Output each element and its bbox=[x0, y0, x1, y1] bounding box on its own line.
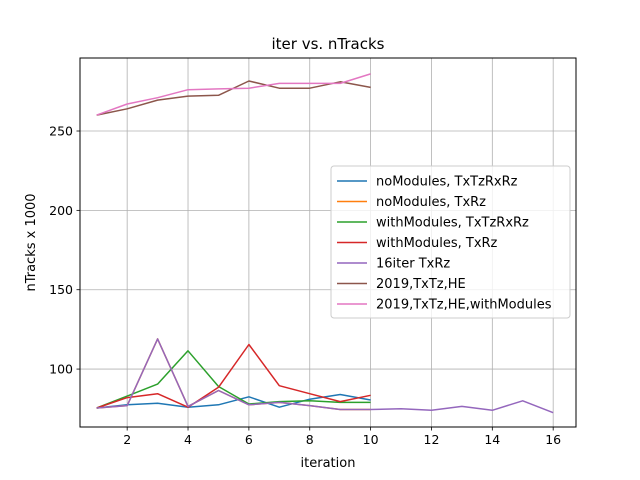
legend-label: noModules, TxRz bbox=[376, 195, 486, 210]
legend-label: noModules, TxTzRxRz bbox=[376, 175, 518, 190]
chart-title: iter vs. nTracks bbox=[271, 35, 384, 53]
x-tick-label: 14 bbox=[484, 432, 500, 447]
series-line-3 bbox=[96, 343, 371, 409]
y-tick-label: 250 bbox=[49, 124, 73, 139]
x-tick-label: 2 bbox=[123, 432, 131, 447]
legend-box bbox=[330, 165, 571, 319]
y-axis-label: nTracks x 1000 bbox=[24, 193, 39, 291]
legend-items: noModules, TxTzRxRz noModules, TxRz withMo… bbox=[337, 175, 552, 313]
y-tick-label: 200 bbox=[49, 203, 73, 218]
plot-series bbox=[96, 73, 554, 414]
x-tick-label: 6 bbox=[245, 432, 253, 447]
axis-ticks: 2 4 6 8 10 12 14 16 100 150 200 250 bbox=[49, 124, 561, 447]
series-line-0 bbox=[96, 393, 371, 409]
x-tick-label: 4 bbox=[184, 432, 192, 447]
x-tick-label: 12 bbox=[424, 432, 440, 447]
x-tick-label: 16 bbox=[545, 432, 561, 447]
legend-label: 2019,TxTz,HE bbox=[376, 277, 466, 292]
legend: noModules, TxTzRxRz noModules, TxRz withMo… bbox=[330, 165, 571, 319]
x-tick-label: 10 bbox=[363, 432, 379, 447]
plot-frame bbox=[79, 57, 577, 428]
x-tick-label: 8 bbox=[306, 432, 314, 447]
legend-label: withModules, TxRz bbox=[376, 236, 498, 251]
series-line-6 bbox=[96, 73, 371, 116]
legend-label: withModules, TxTzRxRz bbox=[376, 216, 529, 231]
series-line-5 bbox=[96, 80, 371, 116]
y-tick-label: 150 bbox=[49, 282, 73, 297]
series-line-4 bbox=[96, 338, 554, 414]
x-axis-label: iteration bbox=[301, 456, 356, 471]
legend-label: 2019,TxTz,HE,withModules bbox=[376, 298, 552, 313]
series-line-2 bbox=[96, 350, 371, 409]
y-tick-label: 100 bbox=[49, 362, 73, 377]
legend-label: 16iter TxRz bbox=[376, 257, 450, 272]
